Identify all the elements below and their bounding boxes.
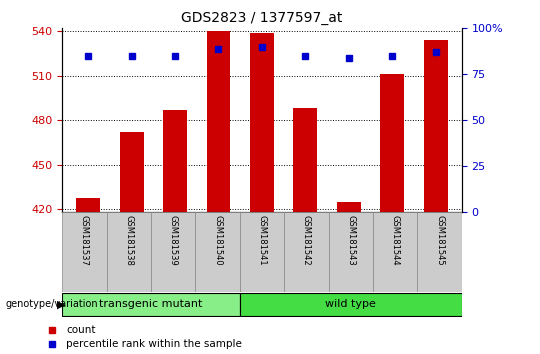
Text: GSM181542: GSM181542 xyxy=(302,215,311,266)
Text: GSM181540: GSM181540 xyxy=(213,215,222,266)
Bar xyxy=(240,212,284,292)
Text: GSM181539: GSM181539 xyxy=(168,215,178,266)
Text: GSM181541: GSM181541 xyxy=(258,215,266,266)
Text: GSM181545: GSM181545 xyxy=(435,215,444,266)
Bar xyxy=(120,132,144,212)
Bar xyxy=(337,202,361,212)
Text: GSM181544: GSM181544 xyxy=(390,215,400,266)
Bar xyxy=(284,212,328,292)
Bar xyxy=(380,74,404,212)
Text: count: count xyxy=(66,325,96,335)
Bar xyxy=(424,40,448,212)
Text: wild type: wild type xyxy=(325,299,376,309)
Bar xyxy=(106,212,151,292)
Bar xyxy=(250,33,274,212)
Bar xyxy=(62,292,240,316)
Bar xyxy=(163,110,187,212)
Bar xyxy=(373,212,417,292)
Text: ▶: ▶ xyxy=(57,299,65,309)
Bar xyxy=(206,31,231,212)
Text: transgenic mutant: transgenic mutant xyxy=(99,299,202,309)
Bar xyxy=(293,108,318,212)
Bar xyxy=(417,212,462,292)
Bar xyxy=(62,212,106,292)
Title: GDS2823 / 1377597_at: GDS2823 / 1377597_at xyxy=(181,11,342,24)
Bar xyxy=(151,212,195,292)
Text: genotype/variation: genotype/variation xyxy=(5,299,98,309)
Bar xyxy=(195,212,240,292)
Text: GSM181538: GSM181538 xyxy=(124,215,133,266)
Text: GSM181543: GSM181543 xyxy=(346,215,355,266)
Bar xyxy=(76,198,100,212)
Bar xyxy=(328,212,373,292)
Text: percentile rank within the sample: percentile rank within the sample xyxy=(66,339,242,349)
Text: GSM181537: GSM181537 xyxy=(80,215,89,266)
Bar xyxy=(240,292,462,316)
